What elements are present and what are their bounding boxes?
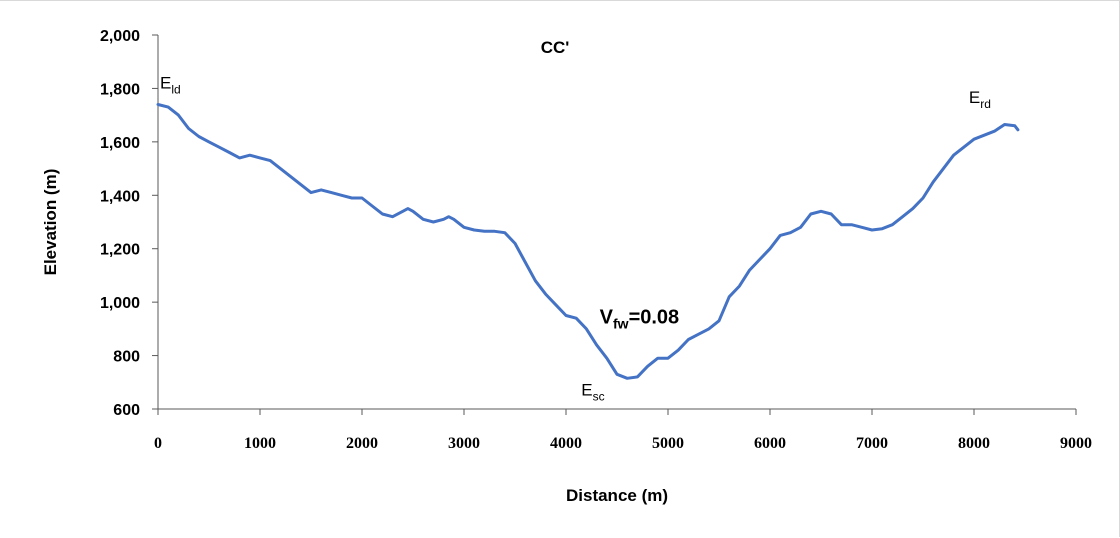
x-ticks: 0 1000 2000 3000 4000 5000 6000 7000 8000 9000	[154, 409, 1092, 452]
y-ticks: 600 800 1,000 1,200 1,400 1,600 1,800 2,000	[100, 28, 158, 419]
y-tick-label: 600	[113, 402, 140, 419]
y-tick-label: 1,400	[100, 188, 140, 205]
annotation-e-ld: Eld	[160, 73, 181, 96]
annotation-v-fw: Vfw=0.08	[600, 307, 680, 332]
elevation-series-line	[156, 103, 1020, 380]
x-tick-label: 1000	[244, 435, 276, 452]
annotations: Eld Erd Esc Vfw=0.08	[160, 73, 991, 403]
y-tick-label: 800	[113, 349, 140, 366]
annotation-e-rd: Erd	[969, 88, 991, 111]
x-tick-label: 5000	[652, 435, 684, 452]
annotation-e-sc: Esc	[581, 381, 604, 404]
y-axis-title: Elevation (m)	[41, 169, 60, 276]
y-tick-label: 1,000	[100, 295, 140, 312]
x-axis-title: Distance (m)	[566, 486, 668, 505]
y-tick-label: 1,800	[100, 81, 140, 98]
x-tick-label: 6000	[754, 435, 786, 452]
chart-title: CC'	[541, 38, 570, 57]
x-tick-label: 8000	[958, 435, 990, 452]
x-tick-label: 9000	[1060, 435, 1092, 452]
x-tick-label: 0	[154, 435, 162, 452]
y-tick-label: 1,600	[100, 135, 140, 152]
x-tick-label: 4000	[550, 435, 582, 452]
y-tick-label: 1,200	[100, 242, 140, 259]
x-tick-label: 3000	[448, 435, 480, 452]
y-tick-label: 2,000	[100, 28, 140, 45]
plot-area: 600 800 1,000 1,200 1,400 1,600 1,800 2,000 0 10…	[100, 28, 1092, 452]
x-tick-label: 2000	[346, 435, 378, 452]
x-tick-label: 7000	[856, 435, 888, 452]
